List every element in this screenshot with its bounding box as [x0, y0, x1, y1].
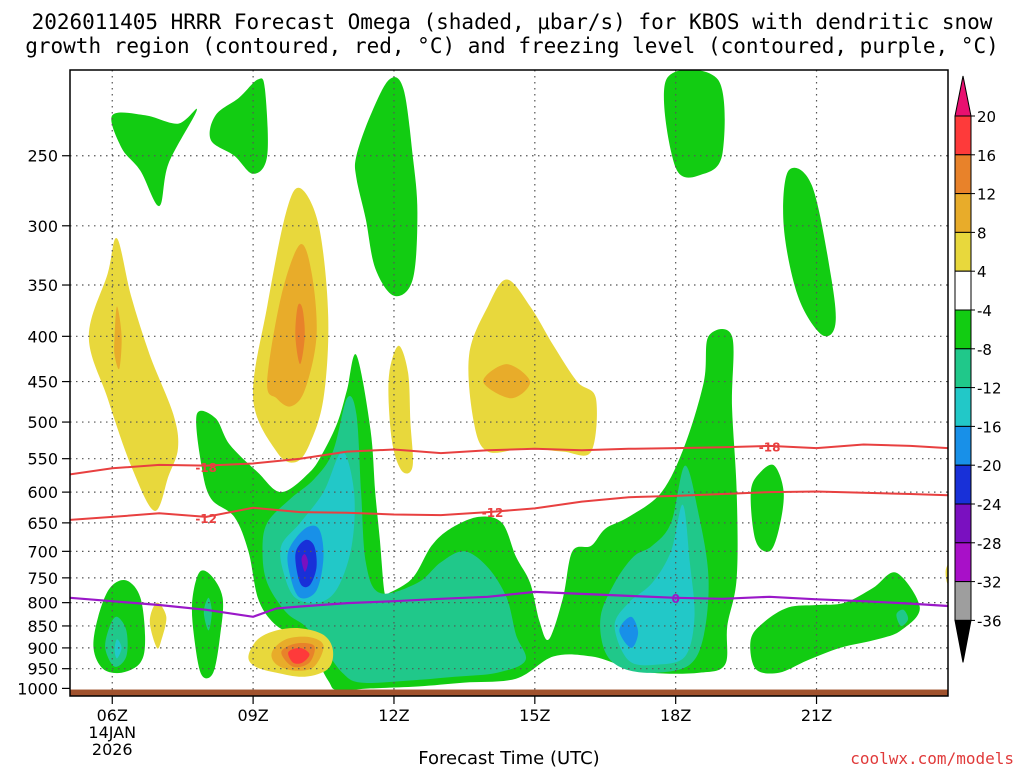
colorbar-swatch-1 [954, 154, 972, 195]
x-tick-label-12Z: 12Z [378, 706, 409, 725]
colorbar-swatch-2 [954, 193, 972, 233]
colorbar-label-5: -4 [977, 302, 992, 320]
y-tick-label-850: 850 [27, 617, 58, 636]
dgz-isotherm-m18 [70, 443, 948, 476]
omega-region-6 [114, 306, 122, 370]
omega-region-31 [288, 647, 310, 664]
y-tick-label-650: 650 [27, 514, 58, 533]
colorbar-label-13: -36 [977, 612, 1002, 630]
omega-region-3 [663, 70, 725, 178]
omega-region-27 [149, 602, 167, 649]
terrain-ground [70, 689, 948, 696]
omega-region-1 [209, 78, 268, 174]
omega-region-32 [750, 572, 920, 674]
dgz-contour-label-0: -18 [195, 461, 217, 475]
x-tick-label-18Z: 18Z [660, 706, 691, 725]
omega-region-11 [483, 364, 531, 399]
colorbar-label-9: -20 [977, 457, 1002, 475]
colorbar-top-arrow [954, 75, 972, 117]
omega-region-2 [354, 77, 418, 297]
colorbar-label-0: 20 [977, 108, 996, 126]
omega-region-4 [783, 167, 836, 337]
colorbar-swatch-0 [954, 115, 972, 156]
y-tick-label-550: 550 [27, 450, 58, 469]
y-tick-label-500: 500 [27, 413, 58, 432]
y-tick-label-900: 900 [27, 639, 58, 658]
omega-region-9 [295, 303, 305, 365]
omega-region-20 [301, 554, 308, 572]
x-date-label-1: 2026 [92, 740, 133, 759]
credit-text: coolwx.com/models [850, 749, 1014, 768]
colorbar-legend: 20 16 12 8 4 -4 -8 -12 -16 -20 -24 -28 -32 -36 [954, 75, 1002, 663]
y-tick-label-1000: 1000 [17, 679, 58, 698]
colorbar-swatch-8 [954, 425, 972, 466]
omega-region-0 [111, 108, 197, 207]
colorbar-label-11: -28 [977, 535, 1002, 553]
dotted-grid [70, 70, 948, 696]
y-tick-label-350: 350 [27, 276, 58, 295]
chart-title-line1: 2026011405 HRRR Forecast Omega (shaded, … [32, 10, 993, 34]
x-tick-label-06Z: 06Z [97, 706, 128, 725]
plot-frame [69, 69, 949, 697]
omega-region-24 [114, 639, 122, 659]
omega-shading [88, 70, 948, 691]
colorbar-bottom-arrow [954, 619, 972, 663]
omega-region-34 [750, 464, 784, 552]
y-tick-label-300: 300 [27, 217, 58, 236]
colorbar-swatch-5 [954, 309, 972, 350]
dgz-contour-label-2: -12 [195, 512, 217, 526]
omega-region-26 [203, 597, 212, 631]
freezing-level-label: 0 [671, 592, 679, 606]
dgz-contour-label-3: -12 [482, 506, 504, 520]
contour-lines: -18 -18 -12 -12 0 [70, 441, 948, 618]
omega-region-12 [388, 345, 414, 474]
colorbar-swatch-11 [954, 542, 972, 583]
colorbar-swatch-9 [954, 464, 972, 505]
omega-region-14 [262, 395, 527, 683]
colorbar-label-10: -24 [977, 496, 1002, 514]
omega-region-21 [619, 616, 639, 648]
dgz-isotherm-m12 [70, 490, 948, 521]
pressure-axis: 250 300 350 400 450 500 550 600 650 700 750 800 850 9… [17, 147, 70, 698]
dgz-contour-label-1: -18 [759, 441, 781, 455]
colorbar-label-7: -12 [977, 380, 1002, 398]
x-date-label-0: 14JAN [88, 723, 136, 742]
freezing-level-line [70, 590, 948, 618]
colorbar-swatch-3 [954, 231, 972, 272]
colorbar-swatch-6 [954, 348, 972, 389]
colorbar-label-3: 8 [977, 224, 987, 242]
colorbar-swatch-4 [954, 270, 972, 311]
x-tick-label-09Z: 09Z [237, 706, 268, 725]
colorbar-swatch-10 [954, 503, 972, 544]
colorbar-swatch-7 [954, 387, 972, 427]
x-axis-label: Forecast Time (UTC) [418, 748, 599, 768]
omega-region-5 [88, 238, 179, 511]
colorbar-swatch-12 [954, 581, 972, 621]
colorbar-label-8: -16 [977, 418, 1002, 436]
colorbar-label-6: -8 [977, 341, 992, 359]
y-tick-label-750: 750 [27, 569, 58, 588]
y-tick-label-450: 450 [27, 373, 58, 392]
y-tick-label-400: 400 [27, 327, 58, 346]
colorbar-label-12: -32 [977, 574, 1002, 592]
colorbar-label-4: 4 [977, 263, 987, 281]
omega-region-33 [896, 609, 909, 626]
x-tick-label-21Z: 21Z [801, 706, 832, 725]
chart-title-line2: growth region (contoured, red, °C) and f… [25, 34, 999, 58]
y-tick-label-800: 800 [27, 594, 58, 613]
y-tick-label-600: 600 [27, 483, 58, 502]
y-tick-label-700: 700 [27, 542, 58, 561]
y-tick-label-950: 950 [27, 660, 58, 679]
omega-region-10 [468, 279, 597, 456]
y-tick-label-250: 250 [27, 147, 58, 166]
colorbar-label-2: 12 [977, 186, 996, 204]
colorbar-label-1: 16 [977, 147, 996, 165]
x-tick-label-15Z: 15Z [519, 706, 550, 725]
